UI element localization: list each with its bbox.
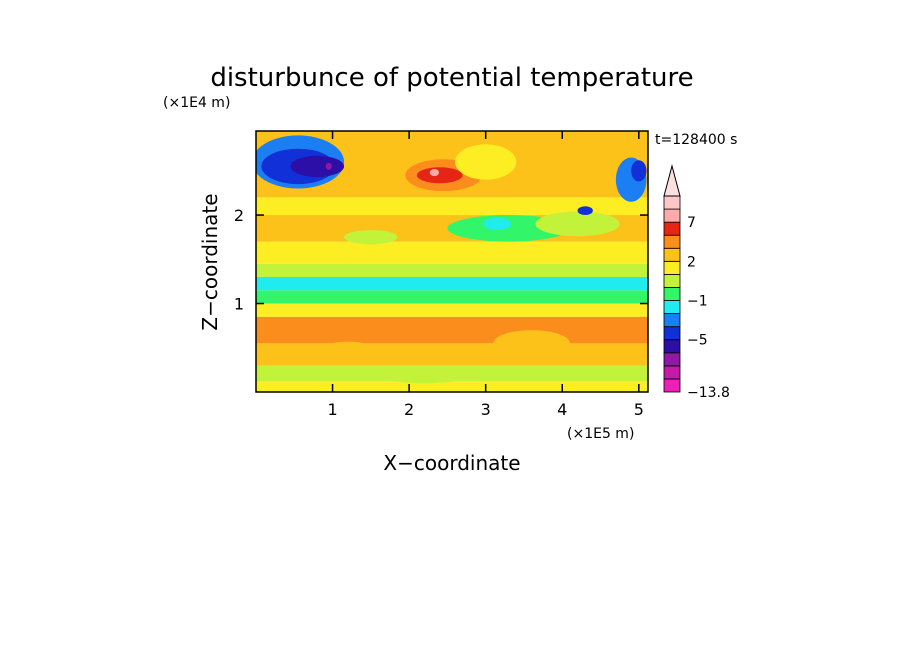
colorbar-segment xyxy=(663,260,681,275)
field-band xyxy=(256,290,648,304)
x-tick-label: 1 xyxy=(327,400,337,419)
colorbar-segment xyxy=(663,326,681,341)
x-axis-label: X−coordinate xyxy=(383,451,520,475)
field-feature xyxy=(325,162,332,170)
colorbar-segment xyxy=(663,365,681,380)
colorbar-segment xyxy=(663,221,681,236)
field-feature xyxy=(493,330,570,357)
field-band xyxy=(256,316,648,344)
field-band xyxy=(256,303,648,317)
colorbar: 7 2 −1 −5 −13.8 xyxy=(663,164,730,401)
y-tick-label: 2 xyxy=(234,206,244,225)
colorbar-segment xyxy=(663,208,681,223)
time-label: t=128400 s xyxy=(655,132,737,148)
colorbar-segment xyxy=(663,378,681,393)
field-band xyxy=(256,241,648,264)
colorbar-label: −5 xyxy=(687,333,708,349)
colorbar-label: 7 xyxy=(687,215,696,231)
y-axis-label: Z−coordinate xyxy=(198,193,222,330)
plot-frame xyxy=(255,130,649,393)
field-feature xyxy=(290,155,345,178)
field-feature xyxy=(344,230,398,245)
colorbar-segment xyxy=(663,339,681,354)
colorbar-segment xyxy=(663,195,681,210)
colorbar-segment xyxy=(663,352,681,367)
x-tick-label: 5 xyxy=(634,400,644,419)
field-band xyxy=(256,263,648,277)
colorbar-segment xyxy=(663,234,681,249)
x-tick-label: 3 xyxy=(481,400,491,419)
field-feature xyxy=(429,169,439,177)
field-band xyxy=(256,276,648,291)
colorbar-segment xyxy=(663,247,681,262)
chart-title: disturbunce of potential temperature xyxy=(210,63,693,93)
x-tick-label: 2 xyxy=(404,400,414,419)
field-band xyxy=(256,381,648,392)
colorbar-segment xyxy=(663,313,681,328)
field-feature xyxy=(535,211,620,237)
y-unit-label: (×1E4 m) xyxy=(163,95,230,111)
colorbar-label: −1 xyxy=(687,294,708,310)
field-feature xyxy=(455,144,517,180)
field-band xyxy=(256,343,648,366)
field-feature xyxy=(317,341,379,363)
colorbar-extend-arrow xyxy=(663,164,681,197)
x-unit-label: (×1E5 m) xyxy=(567,426,634,442)
colorbar-segment xyxy=(663,273,681,288)
colorbar-segment xyxy=(663,287,681,301)
field-band xyxy=(256,197,648,216)
field-feature xyxy=(631,160,647,182)
colorbar-label: −13.8 xyxy=(687,385,730,401)
colorbar-segment xyxy=(663,300,681,314)
field-feature xyxy=(378,365,471,384)
field-feature xyxy=(577,206,593,216)
colorbar-label: 2 xyxy=(687,254,696,270)
field-feature xyxy=(416,167,463,184)
x-tick-label: 4 xyxy=(557,400,567,419)
plot-area: 1 2 3 4 5 1 2 xyxy=(234,130,649,419)
field-feature xyxy=(483,217,511,231)
y-tick-label: 1 xyxy=(234,295,244,314)
